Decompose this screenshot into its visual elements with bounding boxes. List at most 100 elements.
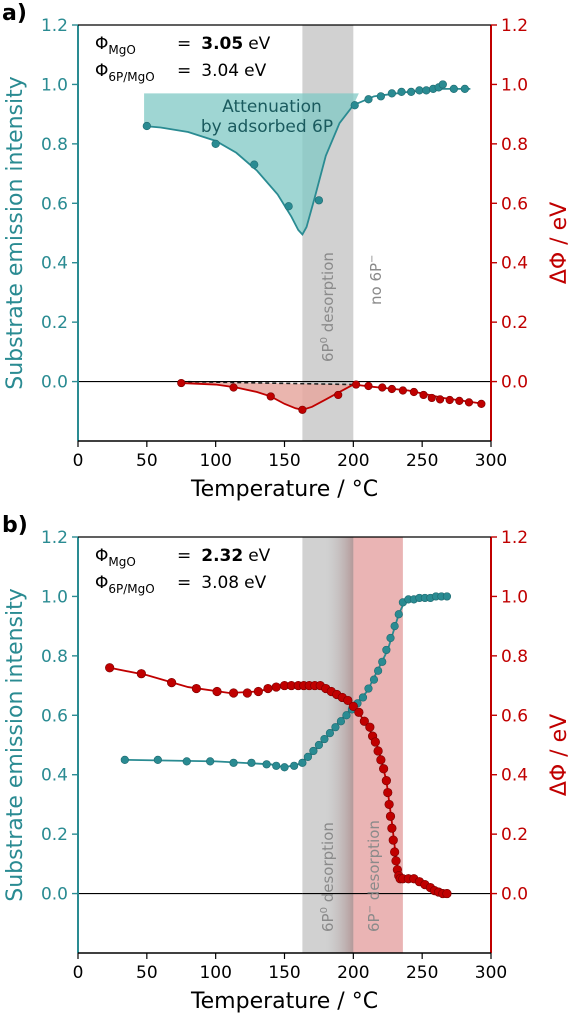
point-teal	[272, 761, 281, 770]
point-teal	[438, 80, 447, 89]
point-teal	[460, 84, 469, 93]
point-teal	[314, 740, 324, 750]
point-red	[477, 399, 486, 408]
y-left-tick-label: 0.4	[41, 766, 68, 786]
point-red	[271, 682, 281, 692]
y-left-tick-label: 1.2	[41, 16, 68, 36]
point-red	[343, 695, 353, 706]
point-red	[359, 716, 369, 726]
point-teal	[364, 95, 373, 104]
y-right-tick-label: 0.4	[501, 766, 528, 786]
y-right-tick-label: 0.8	[501, 135, 528, 155]
workfunction-value: = 3.05 eV	[177, 34, 271, 54]
y-right-axis-title: ΔΦ / eV	[547, 202, 572, 284]
point-teal	[309, 746, 318, 756]
point-red	[242, 688, 252, 698]
panel-label: b)	[2, 513, 28, 538]
y-right-tick-label: 0.6	[501, 194, 528, 214]
x-axis-title: Temperature / °C	[190, 989, 378, 1014]
point-teal	[422, 86, 431, 95]
point-red	[442, 888, 452, 899]
point-teal	[364, 684, 373, 693]
point-teal	[250, 160, 259, 169]
y-left-tick-label: 0.8	[41, 135, 68, 155]
point-red	[378, 383, 387, 392]
point-red	[388, 835, 398, 845]
point-teal	[358, 693, 368, 702]
point-teal	[229, 758, 238, 767]
y-left-tick-label: 0.0	[41, 885, 68, 905]
point-red	[376, 755, 386, 765]
x-tick-label: 300	[475, 963, 507, 983]
point-red	[370, 737, 380, 747]
workfunction-label: ΦMgO	[95, 546, 136, 569]
point-teal	[342, 711, 351, 720]
point-teal	[415, 86, 424, 95]
y-left-tick-label: 0.2	[41, 825, 68, 845]
point-red	[351, 380, 361, 389]
x-tick-label: 200	[337, 451, 369, 471]
point-red	[105, 663, 115, 673]
point-teal	[386, 633, 395, 643]
workfunction-label: Φ6P/MgO	[95, 61, 155, 84]
x-tick-label: 250	[406, 451, 438, 471]
point-teal	[382, 645, 391, 655]
point-red	[228, 688, 239, 698]
y-right-tick-label: 0.0	[501, 885, 528, 905]
no-6p-label: no 6P−	[367, 255, 385, 305]
x-tick-label: 50	[136, 963, 158, 983]
point-teal	[153, 755, 162, 764]
y-right-tick-label: 0.6	[501, 706, 528, 726]
y-right-tick-label: 1.0	[501, 75, 528, 95]
y-right-tick-label: 0.4	[501, 254, 528, 274]
x-tick-label: 0	[73, 451, 84, 471]
point-teal	[449, 84, 458, 93]
panel-label: a)	[2, 1, 27, 26]
point-red	[464, 398, 474, 407]
point-teal	[120, 755, 129, 764]
point-red	[455, 396, 464, 405]
attenuation-annotation-line2: by adsorbed 6P	[201, 117, 333, 137]
point-teal	[280, 763, 289, 772]
y-left-tick-label: 1.0	[41, 587, 68, 607]
y-left-axis-title: Substrate emission intensity	[3, 588, 28, 902]
point-red	[409, 387, 419, 397]
point-red	[253, 686, 263, 697]
band-label-red: 6P− desorption	[365, 820, 383, 932]
y-left-tick-label: 0.4	[41, 254, 68, 274]
point-red	[354, 707, 364, 717]
point-teal	[206, 757, 215, 766]
y-right-tick-label: 1.2	[501, 16, 528, 36]
point-teal	[320, 734, 329, 744]
point-teal	[262, 760, 271, 769]
point-red	[136, 669, 146, 679]
point-teal	[303, 752, 313, 761]
x-tick-label: 250	[406, 963, 438, 983]
y-right-tick-label: 0.2	[501, 825, 528, 845]
point-teal	[407, 87, 416, 96]
workfunction-label: ΦMgO	[95, 34, 136, 57]
point-teal	[394, 610, 403, 619]
workfunction-label: Φ6P/MgO	[95, 573, 155, 596]
point-red	[365, 722, 375, 732]
y-right-tick-label: 0.2	[501, 313, 528, 333]
y-left-tick-label: 0.8	[41, 647, 68, 667]
point-red	[391, 856, 401, 866]
point-red	[390, 847, 400, 857]
workfunction-value: = 3.08 eV	[177, 573, 267, 593]
point-teal	[142, 121, 151, 131]
point-teal	[290, 761, 299, 770]
band-gray	[302, 25, 354, 441]
y-right-tick-label: 0.8	[501, 647, 528, 667]
point-teal	[182, 757, 191, 766]
workfunction-value: = 2.32 eV	[177, 546, 271, 566]
point-teal	[378, 657, 387, 666]
y-left-tick-label: 0.6	[41, 194, 68, 214]
y-left-tick-label: 0.0	[41, 373, 68, 393]
y-left-tick-label: 0.6	[41, 706, 68, 726]
x-tick-label: 150	[268, 451, 300, 471]
y-left-axis-title: Substrate emission intensity	[3, 76, 28, 390]
point-teal	[247, 758, 256, 767]
workfunction-value: = 3.04 eV	[177, 61, 267, 81]
point-red	[381, 776, 391, 786]
